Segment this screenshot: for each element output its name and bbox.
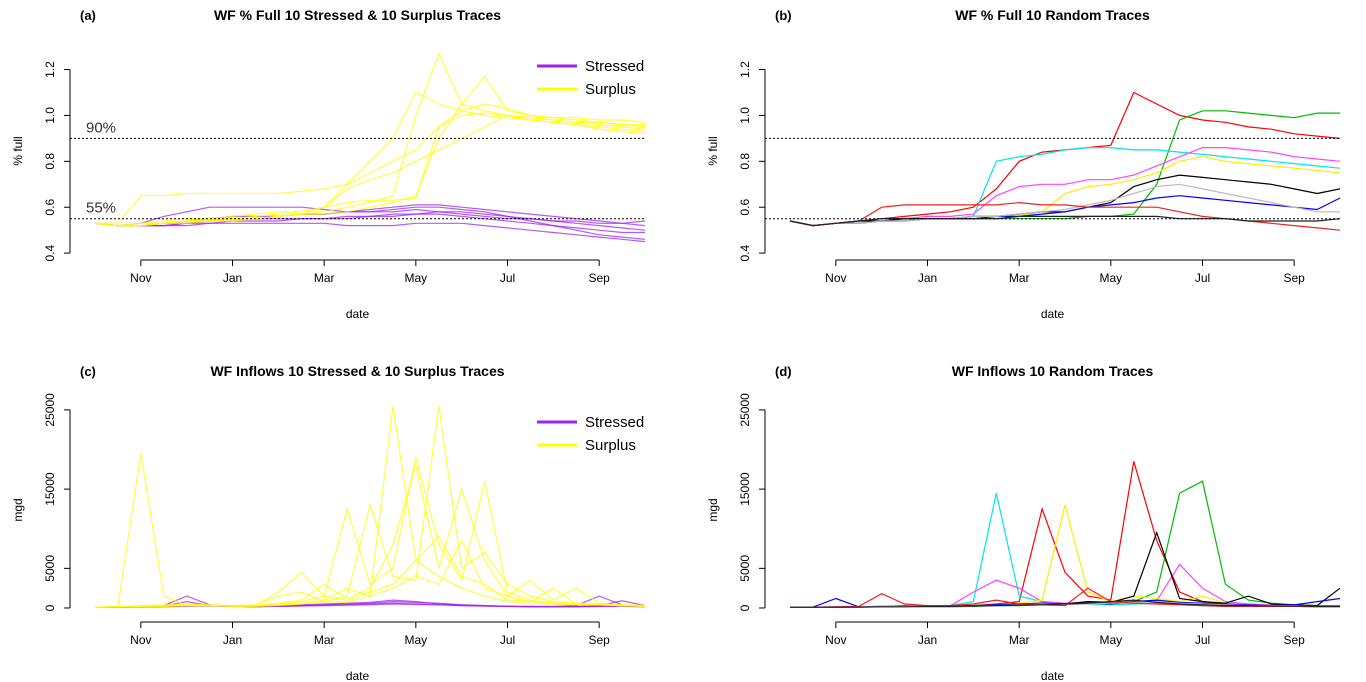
- x-tick-label: Mar: [1009, 271, 1030, 285]
- y-tick-label: 25000: [43, 393, 57, 427]
- x-tick-label: Sep: [588, 633, 610, 647]
- x-axis-label: date: [346, 669, 370, 682]
- x-tick-label: Nov: [825, 271, 846, 285]
- x-tick-label: Sep: [1283, 633, 1305, 647]
- trace-line: [790, 504, 1340, 608]
- trace-line: [790, 461, 1340, 608]
- legend-label: Stressed: [585, 414, 644, 431]
- trace-line: [95, 603, 646, 608]
- trace-line: [790, 480, 1340, 608]
- panel: (b) WF % Full 10 Random Traces date % full 0…: [706, 7, 1341, 321]
- x-tick-label: Sep: [588, 271, 610, 285]
- trace-line: [94, 206, 646, 227]
- trace-line: [790, 587, 1340, 608]
- trace-line: [789, 183, 1340, 227]
- reference-label: 55%: [86, 200, 116, 217]
- panel: (d) WF Inflows 10 Random Traces date mgd 0 50…: [706, 363, 1341, 682]
- trace-line: [789, 91, 1341, 227]
- y-axis-label: mgd: [11, 498, 25, 521]
- y-tick-label: 15000: [738, 472, 752, 506]
- y-tick-label: 0.6: [738, 199, 752, 216]
- trace-line: [790, 492, 1340, 608]
- x-tick-label: Nov: [130, 271, 151, 285]
- x-tick-label: Sep: [1283, 271, 1305, 285]
- trace-line: [94, 103, 646, 227]
- y-tick-label: 25000: [738, 393, 752, 427]
- panel: (a) WF % Full 10 Stressed & 10 Surplus Tr…: [11, 7, 646, 321]
- legend-label: Surplus: [585, 437, 636, 454]
- trace-line: [789, 147, 1341, 227]
- x-tick-label: Nov: [130, 633, 151, 647]
- panel-tag: (b): [775, 8, 792, 23]
- x-axis-label: date: [1041, 307, 1065, 321]
- trace-line: [94, 457, 646, 608]
- x-tick-label: Jul: [500, 271, 515, 285]
- x-tick-label: Jan: [223, 271, 242, 285]
- y-tick-label: 0.8: [43, 153, 57, 170]
- x-tick-label: Jan: [918, 633, 937, 647]
- x-axis-label: date: [1041, 669, 1065, 682]
- chart-title: WF % Full 10 Random Traces: [955, 7, 1150, 23]
- y-tick-label: 15000: [43, 472, 57, 506]
- x-tick-label: May: [404, 271, 427, 285]
- legend-label: Stressed: [585, 58, 644, 75]
- x-tick-label: Mar: [314, 271, 335, 285]
- trace-line: [94, 539, 646, 608]
- y-tick-label: 5000: [43, 555, 57, 582]
- trace-line: [94, 75, 646, 227]
- x-tick-label: Mar: [1009, 633, 1030, 647]
- x-tick-label: May: [1099, 633, 1122, 647]
- panel: (c) WF Inflows 10 Stressed & 10 Surplus T…: [11, 363, 646, 682]
- x-tick-label: Mar: [314, 633, 335, 647]
- x-tick-label: Jul: [500, 633, 515, 647]
- y-tick-label: 0: [43, 604, 57, 611]
- x-axis-label: date: [346, 307, 370, 321]
- x-tick-label: May: [404, 633, 427, 647]
- x-tick-label: Jul: [1195, 271, 1210, 285]
- x-tick-label: Jul: [1195, 633, 1210, 647]
- x-tick-label: Jan: [918, 271, 937, 285]
- trace-line: [789, 156, 1341, 227]
- y-axis-label: mgd: [706, 498, 720, 521]
- y-tick-label: 0.4: [738, 244, 752, 261]
- chart-title: WF Inflows 10 Random Traces: [952, 363, 1154, 379]
- y-tick-label: 1.0: [43, 107, 57, 124]
- trace-line: [94, 91, 646, 227]
- trace-line: [790, 599, 1340, 608]
- trace-line: [94, 465, 646, 608]
- panel-tag: (a): [80, 8, 96, 23]
- y-tick-label: 1.2: [43, 61, 57, 78]
- chart-title: WF Inflows 10 Stressed & 10 Surplus Trac…: [210, 363, 504, 379]
- y-axis-label: % full: [11, 136, 25, 165]
- x-tick-label: May: [1099, 271, 1122, 285]
- reference-label: 90%: [86, 119, 116, 136]
- panel-tag: (c): [80, 364, 96, 379]
- panel-tag: (d): [775, 364, 792, 379]
- y-tick-label: 0: [738, 604, 752, 611]
- y-axis-label: % full: [706, 136, 720, 165]
- chart-title: WF % Full 10 Stressed & 10 Surplus Trace…: [214, 7, 501, 23]
- y-tick-label: 1.2: [738, 61, 752, 78]
- y-tick-label: 5000: [738, 555, 752, 582]
- trace-line: [790, 530, 1341, 608]
- y-tick-label: 1.0: [738, 107, 752, 124]
- y-tick-label: 0.8: [738, 153, 752, 170]
- y-tick-label: 0.6: [43, 199, 57, 216]
- y-tick-label: 0.4: [43, 244, 57, 261]
- trace-line: [789, 147, 1341, 227]
- x-tick-label: Nov: [825, 633, 846, 647]
- trace-line: [94, 405, 646, 608]
- trace-line: [94, 222, 646, 243]
- legend-label: Surplus: [585, 81, 636, 98]
- x-tick-label: Jan: [223, 633, 242, 647]
